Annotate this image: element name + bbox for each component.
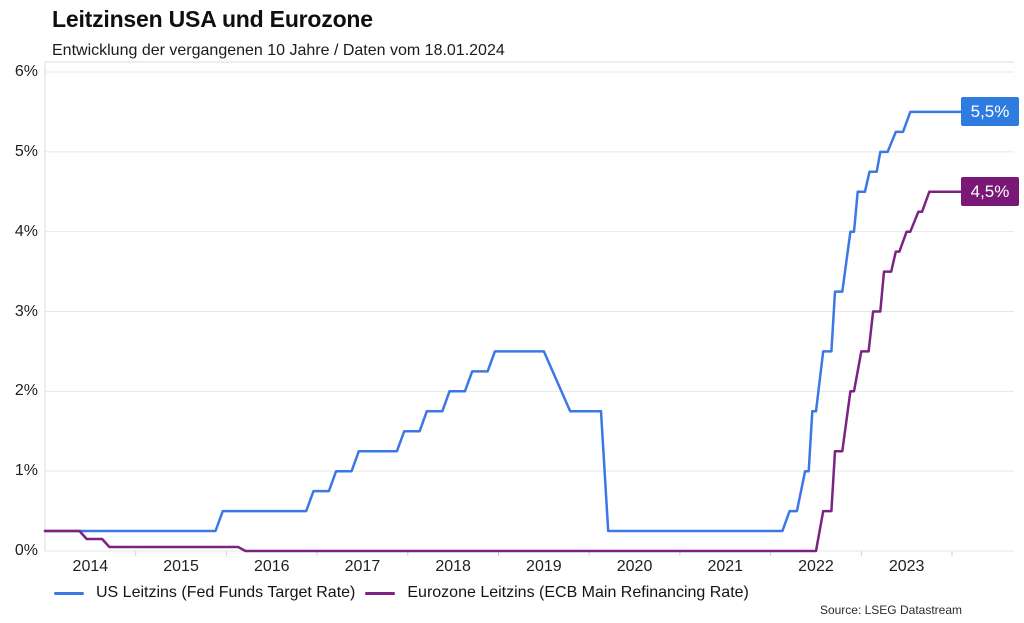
legend: US Leitzins (Fed Funds Target Rate) Euroz… (54, 584, 749, 602)
y-tick-label-1pct: 1% (14, 462, 38, 480)
x-tick-label-2020: 2020 (616, 558, 653, 575)
x-tick-label-2016: 2016 (253, 558, 290, 575)
chart-title: Leitzinsen USA und Eurozone (52, 6, 373, 32)
x-tick-label-2018: 2018 (435, 558, 471, 575)
us-line-swatch-icon (54, 591, 84, 595)
ez-line-swatch-icon (365, 591, 396, 595)
y-tick-label-5pct: 5% (14, 142, 38, 160)
x-tick-label-2019: 2019 (526, 558, 562, 575)
x-tick-label-2014: 2014 (72, 558, 109, 575)
us-end-value-badge: 5,5% (961, 97, 1019, 127)
y-tick-label-4pct: 4% (14, 222, 38, 240)
legend-item-ez: Eurozone Leitzins (ECB Main Refinancing … (365, 584, 749, 602)
legend-label-us: US Leitzins (Fed Funds Target Rate) (96, 584, 356, 601)
x-tick-label-2015: 2015 (163, 558, 199, 575)
y-tick-label-0pct: 0% (14, 542, 38, 559)
us-rate-line (43, 110, 963, 533)
legend-item-us: US Leitzins (Fed Funds Target Rate) (54, 584, 355, 602)
y-tick-label-6pct: 6% (14, 63, 38, 81)
x-tick-label-2022: 2022 (798, 558, 834, 575)
x-tick-label-2017: 2017 (344, 558, 381, 575)
legend-label-ez: Eurozone Leitzins (ECB Main Refinancing … (407, 584, 749, 601)
y-tick-label-3pct: 3% (14, 302, 38, 320)
ez-rate-line (43, 190, 963, 553)
ez-end-value-badge: 4,5% (961, 177, 1019, 207)
y-tick-label-2pct: 2% (14, 382, 38, 400)
x-tick-label-2021: 2021 (707, 558, 744, 575)
chart-subtitle: Entwicklung der vergangenen 10 Jahre / D… (52, 42, 505, 59)
source-credit: Source: LSEG Datastream (819, 603, 962, 617)
x-tick-label-2023: 2023 (888, 558, 925, 575)
